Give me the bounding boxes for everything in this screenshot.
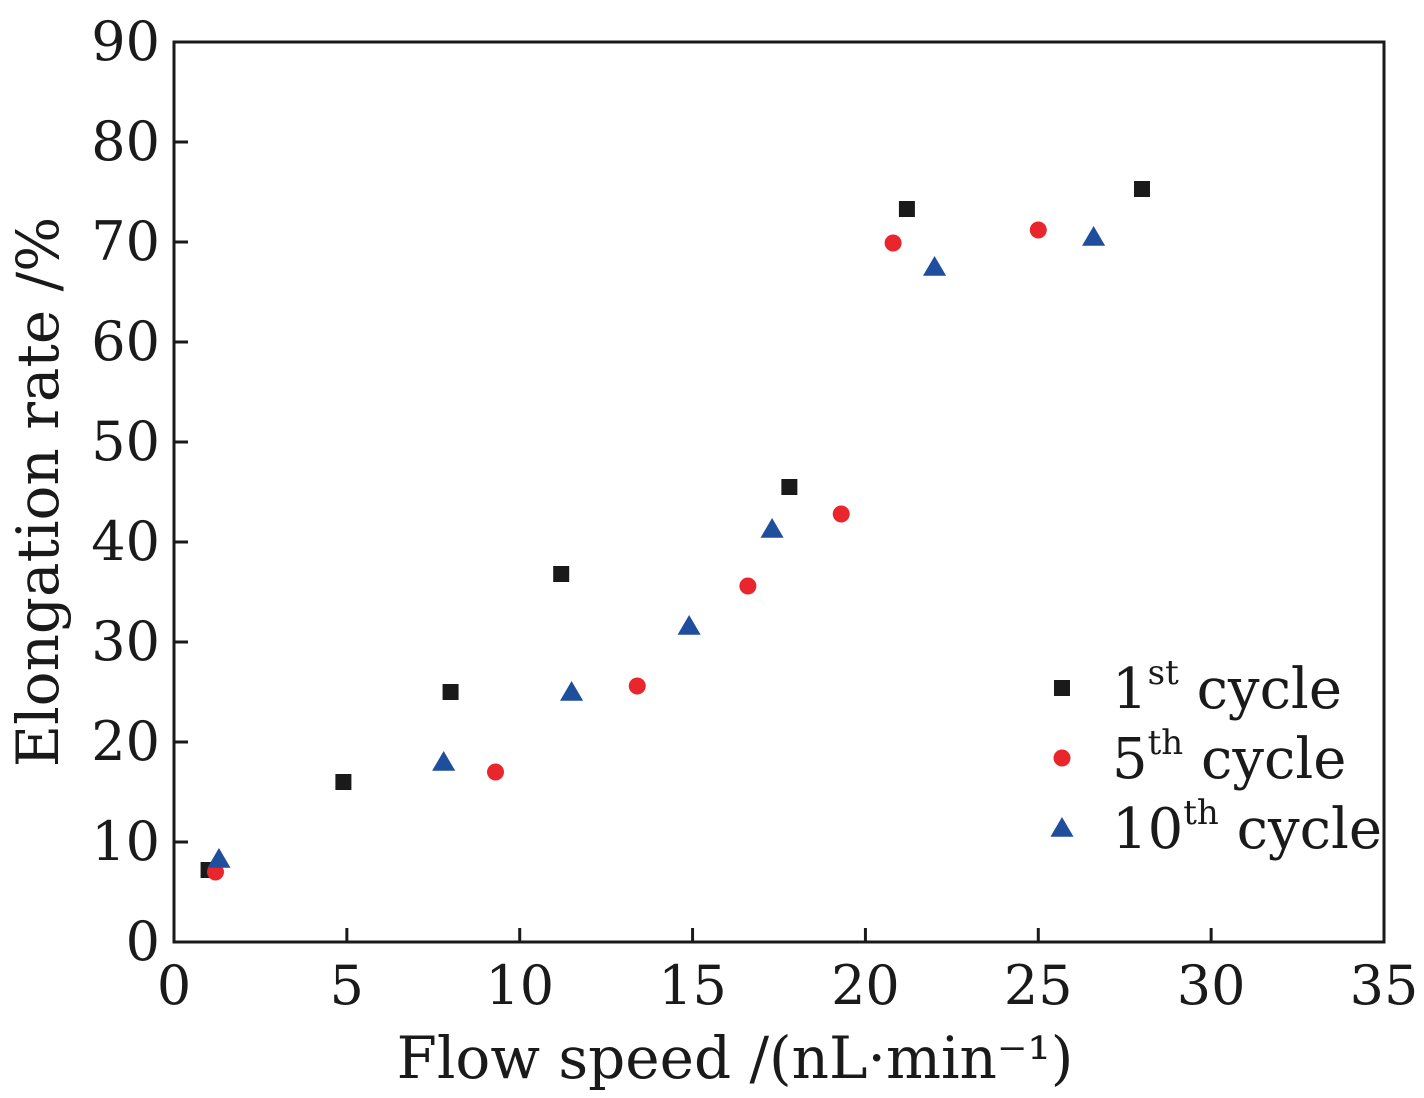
triangle-data-point: [207, 848, 231, 868]
y-tick-label: 0: [126, 910, 160, 973]
x-tick-label: 30: [1177, 954, 1246, 1017]
y-tick-label: 40: [91, 510, 160, 573]
legend-triangle-icon: [1050, 817, 1074, 837]
legend-label: 5th cycle: [1112, 723, 1346, 792]
square-data-point: [898, 201, 915, 217]
x-tick-label: 0: [157, 954, 191, 1017]
legend-label: 10th cycle: [1112, 793, 1382, 862]
legend-square-icon: [1054, 680, 1070, 696]
triangle-data-point: [923, 256, 947, 276]
circle-data-point: [628, 677, 646, 695]
triangle-data-point: [677, 615, 701, 635]
x-tick-label: 25: [1004, 954, 1073, 1017]
x-tick-label: 5: [330, 954, 364, 1017]
square-data-point: [1134, 181, 1150, 197]
y-tick-label: 60: [91, 310, 160, 373]
legend-label: 1st cycle: [1112, 653, 1342, 722]
square-data-point: [781, 479, 798, 495]
circle-data-point: [739, 577, 757, 595]
y-tick-label: 50: [91, 410, 160, 473]
data-points: [200, 181, 1150, 881]
square-data-point: [553, 566, 570, 582]
triangle-data-point: [1082, 226, 1106, 246]
y-tick-label: 70: [91, 210, 160, 273]
x-tick-label: 20: [831, 954, 900, 1017]
legend-circle-icon: [1053, 749, 1071, 767]
triangle-data-point: [760, 518, 784, 538]
y-axis-label: Elongation rate /%: [4, 217, 72, 767]
x-axis: 0 5 10 15 20 25 30 35: [157, 928, 1419, 1017]
x-axis-label: Flow speed /(nL·min⁻¹): [397, 1024, 1074, 1092]
circle-data-point: [487, 763, 505, 781]
x-tick-label: 10: [485, 954, 554, 1017]
plot-frame: [172, 40, 1386, 944]
y-tick-label: 80: [91, 110, 160, 173]
y-tick-label: 20: [91, 710, 160, 773]
circle-data-point: [832, 505, 850, 523]
triangle-data-point: [560, 681, 584, 701]
y-axis: 0 10 20 30 40 50 60 70 80 90: [91, 10, 188, 973]
y-tick-label: 10: [91, 810, 160, 873]
circle-data-point: [1029, 221, 1047, 239]
x-tick-label: 15: [658, 954, 727, 1017]
x-tick-label: 35: [1350, 954, 1419, 1017]
y-tick-label: 30: [91, 610, 160, 673]
y-tick-label: 90: [91, 10, 160, 73]
triangle-data-point: [432, 751, 456, 771]
square-data-point: [335, 774, 352, 790]
circle-data-point: [884, 234, 902, 252]
square-data-point: [442, 684, 459, 700]
